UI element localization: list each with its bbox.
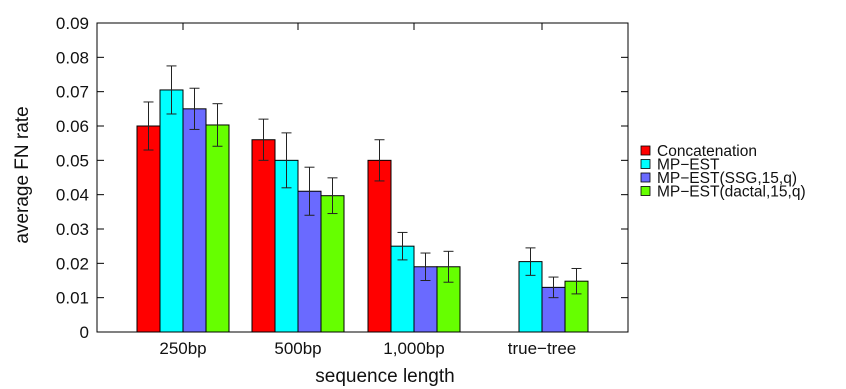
bar [320, 195, 345, 333]
y-tick-label: 0.08 [56, 48, 89, 67]
bar [182, 108, 207, 333]
x-tick-label: true−tree [508, 339, 577, 358]
y-tick-label: 0.06 [56, 117, 89, 136]
legend-swatch [640, 159, 651, 169]
y-tick-label: 0.03 [56, 220, 89, 239]
legend-swatch [640, 145, 651, 156]
x-tick-label: 250bp [159, 339, 206, 358]
y-tick-label: 0.02 [56, 254, 89, 273]
plot-frame [96, 22, 629, 333]
y-tick-label: 0.04 [56, 186, 89, 205]
x-tick-label: 500bp [274, 339, 321, 358]
y-tick-label: 0.09 [56, 14, 89, 33]
bar [136, 125, 161, 333]
bar [367, 159, 392, 333]
legend: ConcatenationMP−ESTMP−EST(SSG,15,q)MP−ES… [640, 143, 806, 201]
y-tick-label: 0.07 [56, 83, 89, 102]
legend-label: MP−EST(SSG,15,q) [657, 170, 797, 187]
x-axis-title: sequence length [315, 366, 454, 387]
legend-label: MP−EST [657, 157, 720, 174]
y-tick-label: 0 [80, 323, 89, 342]
y-tick-label: 0.01 [56, 289, 89, 308]
y-axis-title: average FN rate [12, 106, 33, 243]
plot-area: 0 0.01 0.02 0.03 0.04 0.05 0.06 0.07 0.08 0.09 250… [56, 14, 629, 358]
legend-swatch [640, 172, 651, 183]
bar [159, 89, 184, 333]
x-tick-label: 1,000bp [383, 339, 444, 358]
y-tick-label: 0.05 [56, 151, 89, 170]
legend-label: Concatenation [657, 143, 757, 160]
bar [205, 124, 230, 333]
bar [251, 139, 276, 333]
legend-label: MP−EST(dactal,15,q) [657, 184, 806, 201]
legend-swatch [640, 186, 651, 196]
